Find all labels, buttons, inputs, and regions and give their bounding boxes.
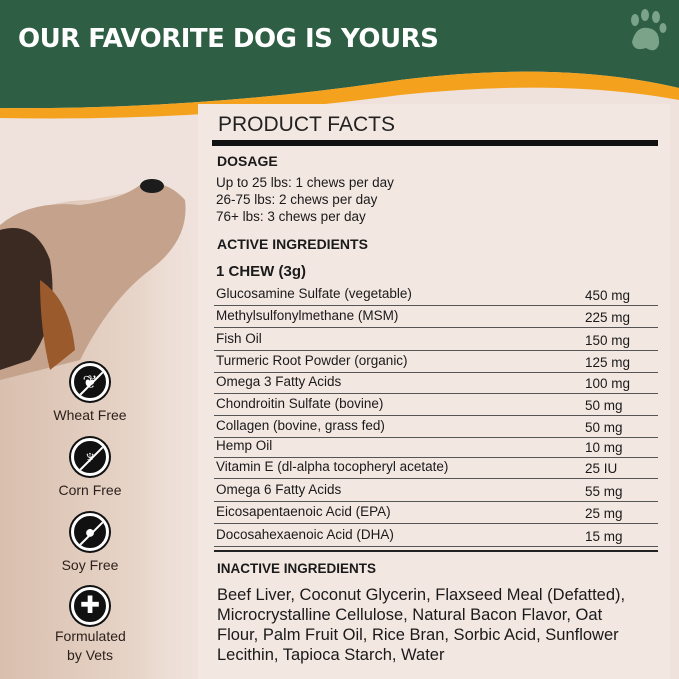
ingredient-row: Hemp Oil 10 mg: [214, 436, 658, 458]
ingredient-name: Vitamin E (dl-alpha tocopheryl acetate): [216, 459, 449, 474]
ingredient-row: Turmeric Root Powder (organic) 125 mg: [214, 351, 658, 373]
corn-free-icon: ♆: [71, 438, 109, 476]
ingredient-row: Eicosapentaenoic Acid (EPA) 25 mg: [214, 502, 658, 524]
ingredient-row: Docosahexaenoic Acid (DHA) 15 mg: [214, 525, 658, 547]
ingredient-amount: 25 IU: [585, 461, 618, 476]
ingredient-name: Hemp Oil: [216, 438, 273, 453]
ingredient-row: Omega 6 Fatty Acids 55 mg: [214, 480, 658, 502]
divider: [214, 550, 658, 552]
divider: [212, 140, 658, 146]
ingredient-name: Fish Oil: [216, 331, 262, 346]
ingredient-name: Omega 3 Fatty Acids: [216, 374, 342, 389]
inactive-heading: INACTIVE INGREDIENTS: [217, 561, 377, 576]
ingredient-row: Collagen (bovine, grass fed) 50 mg: [214, 416, 658, 438]
ingredient-amount: 10 mg: [585, 440, 623, 455]
dosage-heading: DOSAGE: [217, 153, 278, 169]
inactive-ingredients: Beef Liver, Coconut Glycerin, Flaxseed M…: [217, 586, 626, 664]
ingredient-amount: 25 mg: [585, 506, 623, 521]
dosage-line: 26-75 lbs: 2 chews per day: [216, 192, 378, 207]
ingredient-name: Methylsulfonylmethane (MSM): [216, 308, 399, 323]
badge-label: Wheat Free: [53, 407, 127, 423]
product-facts-panel: [198, 104, 670, 679]
badge-formulated-by-vets: ✚ Formulated by Vets: [45, 587, 135, 665]
ingredient-name: Glucosamine Sulfate (vegetable): [216, 286, 412, 301]
ingredient-row: Glucosamine Sulfate (vegetable) 450 mg: [214, 284, 658, 306]
product-facts-title: PRODUCT FACTS: [218, 113, 395, 136]
ingredient-name: Omega 6 Fatty Acids: [216, 482, 342, 497]
badge-label: Formulated by Vets: [55, 628, 126, 663]
badge-corn-free: ♆ Corn Free: [45, 438, 135, 498]
badge-wheat-free: ❦ Wheat Free: [45, 363, 135, 423]
ingredient-amount: 125 mg: [585, 355, 631, 370]
ingredient-amount: 55 mg: [585, 484, 623, 499]
ingredient-name: Collagen (bovine, grass fed): [216, 418, 385, 433]
ingredient-row: Vitamin E (dl-alpha tocopheryl acetate) 2…: [214, 457, 658, 479]
dosage-line: 76+ lbs: 3 chews per day: [216, 209, 366, 224]
badge-label: Corn Free: [58, 482, 122, 498]
dog-nose: [140, 179, 164, 193]
ingredient-amount: 50 mg: [585, 420, 623, 435]
dog-ear: [0, 228, 53, 370]
ingredient-row: Chondroitin Sulfate (bovine) 50 mg: [214, 394, 658, 416]
active-heading: ACTIVE INGREDIENTS: [217, 236, 368, 252]
ingredient-amount: 50 mg: [585, 398, 623, 413]
ingredient-name: Docosahexaenoic Acid (DHA): [216, 527, 394, 542]
soy-free-icon: ●: [71, 513, 109, 551]
vet-cross-icon: ✚: [71, 587, 109, 625]
badge-label: Soy Free: [61, 557, 119, 573]
wheat-free-icon: ❦: [71, 363, 109, 401]
ingredient-row: Omega 3 Fatty Acids 100 mg: [214, 372, 658, 394]
ingredient-row: Methylsulfonylmethane (MSM) 225 mg: [214, 306, 658, 328]
ingredient-row: Fish Oil 150 mg: [214, 329, 658, 351]
ingredient-name: Eicosapentaenoic Acid (EPA): [216, 504, 391, 519]
orange-wave: [0, 71, 679, 119]
ingredient-name: Chondroitin Sulfate (bovine): [216, 396, 384, 411]
ingredient-amount: 150 mg: [585, 333, 631, 348]
ingredient-name: Turmeric Root Powder (organic): [216, 353, 408, 368]
ingredient-amount: 450 mg: [585, 288, 631, 303]
paw-icon: [631, 9, 667, 51]
dosage-line: Up to 25 lbs: 1 chews per day: [216, 175, 394, 190]
ingredient-amount: 15 mg: [585, 529, 623, 544]
badge-soy-free: ● Soy Free: [45, 513, 135, 573]
ingredient-amount: 225 mg: [585, 310, 631, 325]
header-band: [0, 0, 679, 109]
ingredient-amount: 100 mg: [585, 376, 631, 391]
header-title: OUR FAVORITE DOG IS YOURS: [18, 24, 439, 54]
serving-size: 1 CHEW (3g): [216, 263, 306, 280]
